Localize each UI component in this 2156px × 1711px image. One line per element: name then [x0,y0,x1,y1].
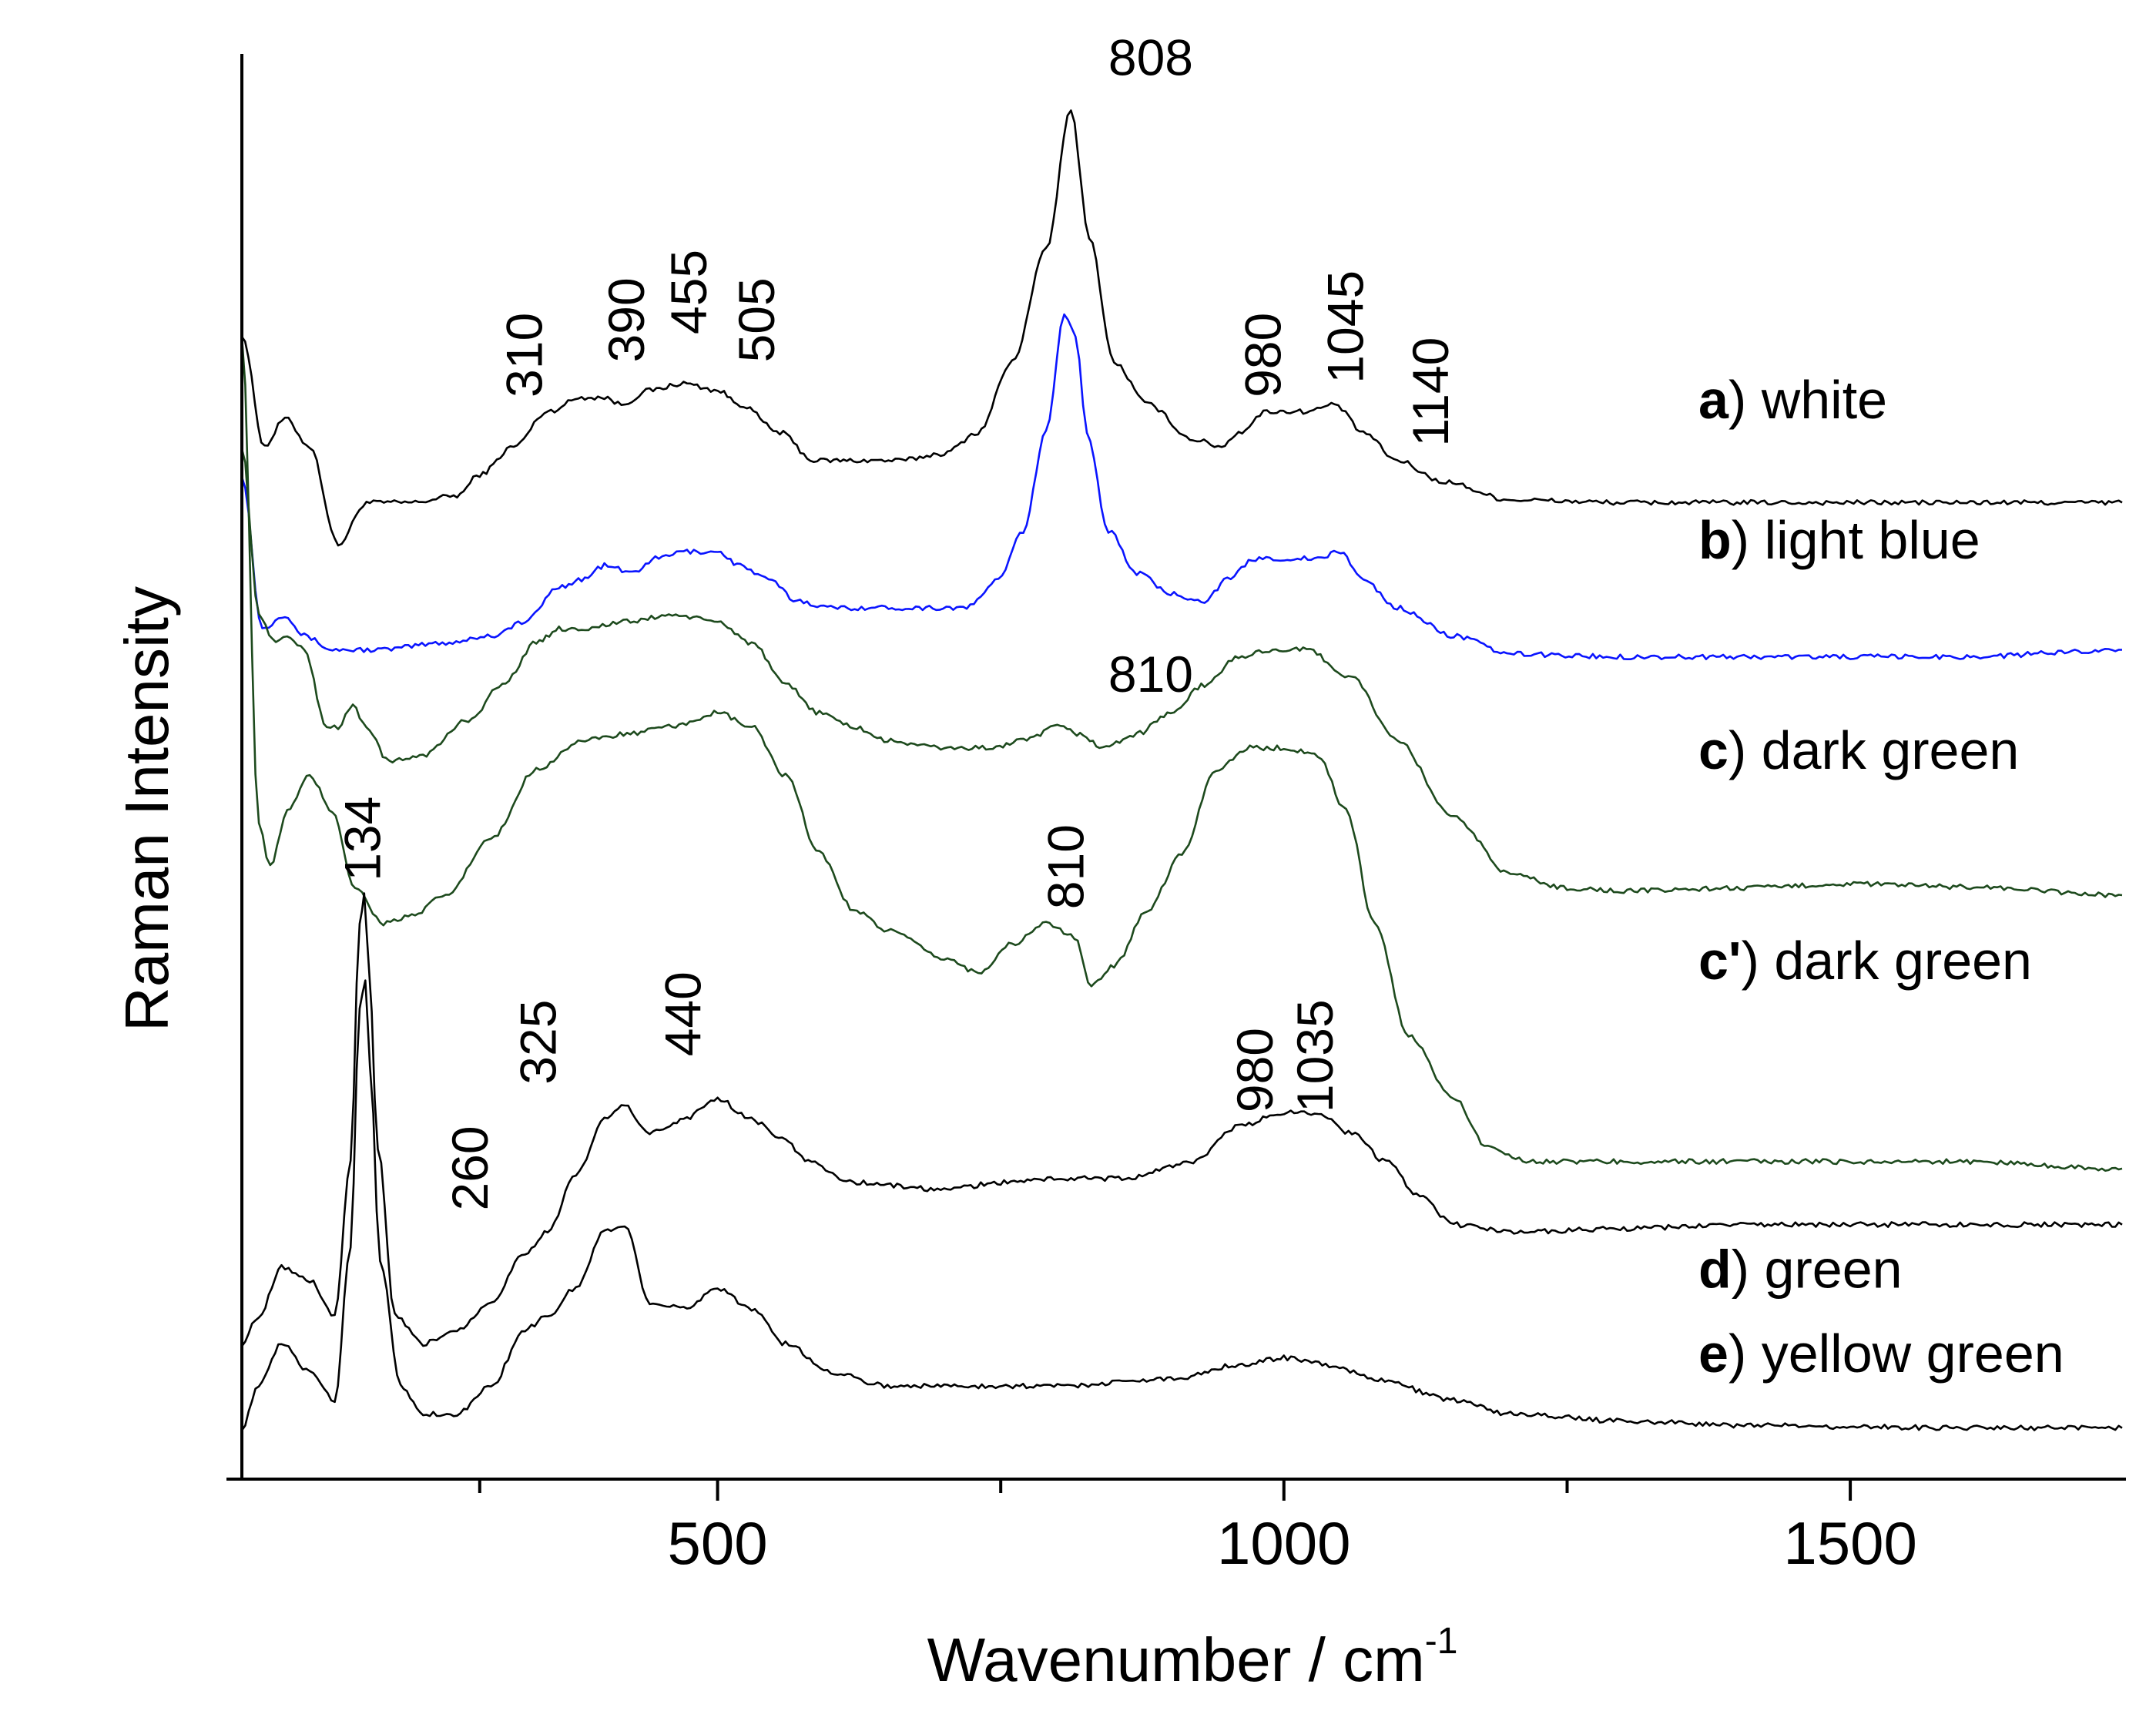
peak-label-1140: 1140 [1402,337,1459,447]
series-label-letter-a: a [1698,370,1729,430]
series-label-letter-b: b [1698,510,1732,570]
peak-label-980: 980 [1226,1028,1283,1112]
y-axis-title: Raman Intensity [112,586,181,1032]
series-label-name-b: ) light blue [1732,510,1980,570]
x-tick-label-1000: 1000 [1217,1509,1351,1577]
peak-label-325: 325 [509,1000,566,1085]
series-label-name-a: ) white [1728,370,1887,430]
peak-label-455: 455 [660,250,717,334]
peak-label-260: 260 [441,1126,498,1210]
x-tick-label-500: 500 [668,1509,768,1577]
peak-label-134: 134 [334,797,391,881]
series-line-d [240,892,2123,1347]
series-label-a: a) white [1698,370,1887,430]
series-label-d: d) green [1698,1240,1903,1300]
peak-label-810: 810 [1108,646,1193,703]
peak-label-980: 980 [1234,313,1291,398]
peak-label-390: 390 [598,277,655,362]
series-label-letter-e: e [1698,1324,1728,1384]
series-label-name-c: ) dark green [1728,720,2019,780]
series-label-b: b) light blue [1698,510,1980,570]
series-label-cp: c') dark green [1698,931,2032,991]
x-axis-title-text: Wavenumber / cm [927,1625,1425,1694]
x-axis-title-superscript: -1 [1425,1621,1458,1662]
series-line-e [240,979,2123,1431]
peak-label-1035: 1035 [1286,999,1343,1112]
peak-label-1045: 1045 [1317,270,1374,384]
x-ticks-group: 500 1000 1500 [478,1479,1917,1577]
x-axis-title: Wavenumber / cm-1 [927,1621,1458,1694]
peak-label-505: 505 [728,277,785,362]
peak-label-810: 810 [1038,824,1095,909]
peak-labels-group: 808 310 390 455 505 980 1045 1140 810 810 134 325 44… [334,29,1459,1210]
series-label-letter-d: d [1698,1240,1732,1300]
x-tick-label-1500: 1500 [1783,1509,1917,1577]
peak-label-310: 310 [496,313,553,398]
series-line-a [240,109,2123,547]
peak-label-808: 808 [1108,29,1193,86]
series-label-name-cp: ) dark green [1742,931,2032,991]
series-label-name-e: ) yellow green [1728,1324,2064,1384]
series-line-c [240,448,2123,898]
series-label-c: c) dark green [1698,720,2019,780]
series-label-e: e) yellow green [1698,1324,2064,1384]
series-label-letter-cp: c' [1698,931,1742,991]
spectra-group [240,109,2123,1431]
series-label-letter-c: c [1698,720,1728,780]
series-label-name-d: ) green [1732,1240,1903,1300]
series-line-cp [240,337,2123,1172]
peak-label-440: 440 [655,971,712,1056]
series-line-b [240,313,2123,661]
